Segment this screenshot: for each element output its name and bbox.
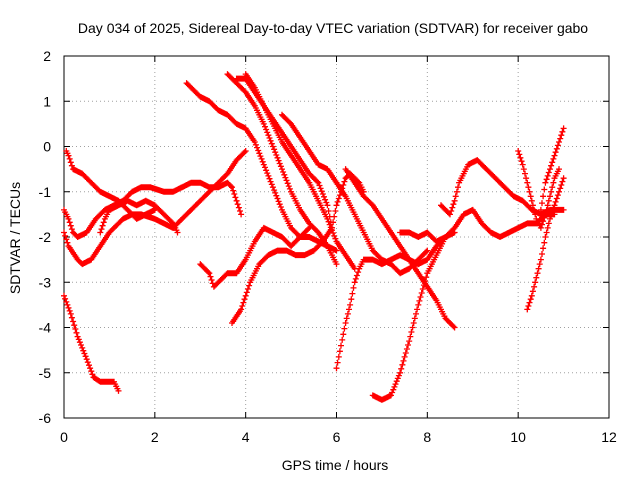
data-point-markers (333, 206, 558, 372)
data-series-arc-04 (63, 148, 158, 222)
y-tick-label: -6 (39, 410, 52, 426)
data-series-arc-05 (97, 197, 181, 236)
y-tick-label: 1 (43, 93, 51, 109)
data-point-markers (224, 71, 340, 268)
data-point-markers (61, 292, 122, 394)
grid-lines (64, 56, 609, 418)
data-series-arc-01 (61, 292, 122, 394)
data-series-arc-18 (515, 148, 562, 231)
data-series-arc-19 (524, 175, 567, 313)
y-tick-label: -3 (39, 274, 52, 290)
x-tick-label: 8 (423, 429, 431, 445)
chart-title: Day 034 of 2025, Sidereal Day-to-day VTE… (78, 20, 588, 36)
data-series-arc-20 (537, 125, 567, 213)
data-point-markers (524, 175, 567, 313)
data-series-arc-13 (333, 206, 558, 372)
y-axis-label: SDTVAR / TECUs (7, 182, 23, 294)
data-series-arc-07 (224, 71, 340, 268)
data-point-markers (97, 197, 181, 236)
x-tick-label: 12 (601, 429, 617, 445)
data-point-markers (242, 71, 335, 231)
x-tick-label: 2 (151, 429, 159, 445)
data-point-markers (197, 224, 313, 290)
data-point-markers (397, 229, 449, 245)
x-tick-label: 0 (60, 429, 68, 445)
data-point-markers (279, 111, 431, 277)
y-tick-label: 2 (43, 48, 51, 64)
data-series-arc-11 (197, 224, 313, 290)
y-tick-labels: -6 -5 -4 -3 -2 -1 0 1 2 (39, 48, 52, 426)
data-point-markers (342, 166, 458, 331)
x-tick-labels: 0 2 4 6 8 10 12 (60, 429, 617, 445)
data-series-arc-17 (438, 157, 567, 218)
data-point-markers (515, 148, 562, 231)
y-tick-label: -1 (39, 184, 52, 200)
axis-ticks (63, 55, 610, 419)
y-tick-label: -2 (39, 229, 52, 245)
data-series-arc-09 (242, 71, 335, 231)
data-series-arc-10 (279, 111, 431, 277)
y-tick-label: -4 (39, 320, 52, 336)
data-point-markers (63, 148, 158, 222)
y-tick-label: 0 (43, 139, 51, 155)
x-tick-label: 10 (510, 429, 526, 445)
x-tick-label: 4 (242, 429, 250, 445)
data-series-arc-14 (342, 166, 458, 331)
data-series-arc-16 (397, 229, 449, 245)
x-tick-label: 6 (333, 429, 341, 445)
data-point-markers (438, 157, 567, 218)
x-axis-label: GPS time / hours (282, 457, 389, 473)
data-points (61, 71, 567, 403)
data-point-markers (537, 125, 567, 213)
y-tick-label: -5 (39, 365, 52, 381)
